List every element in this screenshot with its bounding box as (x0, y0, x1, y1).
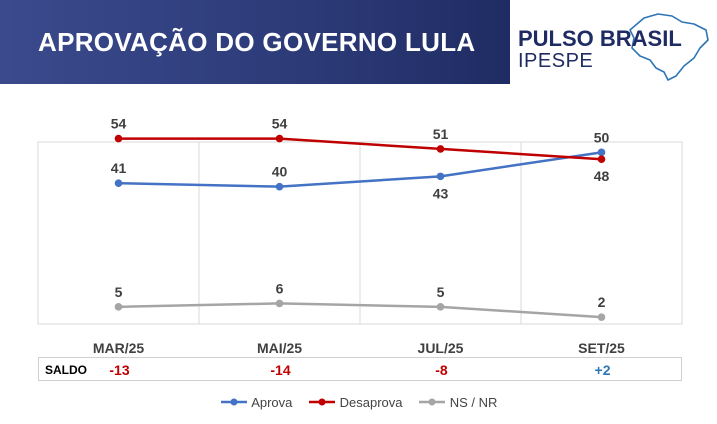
saldo-value: -8 (435, 362, 448, 378)
data-label: 6 (276, 280, 284, 296)
legend-item-desaprova: Desaprova (308, 394, 403, 410)
data-label: 2 (598, 294, 606, 310)
brazil-map-icon (629, 13, 709, 81)
data-point (275, 182, 284, 191)
series-line-desaprova (118, 137, 602, 161)
data-point (436, 145, 445, 153)
saldo-row: SALDO -13 -14 -8 +2 (38, 357, 682, 381)
title-banner: APROVAÇÃO DO GOVERNO LULA (0, 0, 510, 84)
data-point (597, 148, 606, 157)
saldo-value: +2 (594, 362, 611, 378)
data-point (114, 303, 123, 311)
pulso-brasil-logo: PULSO BRASIL IPESPE (514, 10, 714, 84)
saldo-value: -14 (270, 362, 291, 378)
series-line-nsnr (118, 302, 602, 319)
data-point (597, 155, 606, 163)
data-label: 51 (433, 126, 449, 142)
legend-swatch-desaprova (309, 398, 336, 406)
data-label: 40 (272, 164, 288, 180)
data-label: 50 (594, 129, 610, 145)
legend-label: NS / NR (449, 394, 498, 410)
chart-legend: Aprova Desaprova NS / NR (0, 393, 717, 410)
legend-label: Desaprova (339, 394, 403, 410)
series-line-aprova (118, 151, 602, 188)
x-tick-label: JUL/25 (418, 340, 464, 356)
data-point (114, 134, 123, 143)
x-tick-label: SET/25 (578, 340, 625, 356)
legend-item-nsnr: NS / NR (418, 394, 497, 410)
saldo-label: SALDO (45, 363, 87, 377)
x-tick-label: MAI/25 (257, 340, 302, 356)
logo-subtitle: IPESPE (518, 50, 594, 72)
data-point (114, 179, 123, 188)
legend-swatch-aprova (220, 398, 247, 406)
data-point (597, 313, 606, 321)
data-point (436, 172, 445, 181)
legend-label: Aprova (251, 394, 293, 410)
data-label: 5 (437, 284, 445, 300)
saldo-value: -13 (109, 362, 130, 378)
data-label: 5 (115, 284, 123, 300)
data-label: 41 (111, 160, 127, 176)
data-label: 43 (433, 185, 449, 201)
data-label: 54 (111, 116, 127, 132)
data-point (275, 134, 284, 143)
data-label: 48 (594, 168, 610, 184)
logo-name: PULSO BRASIL (518, 26, 682, 51)
x-tick-label: MAR/25 (93, 340, 145, 356)
legend-item-aprova: Aprova (220, 394, 293, 410)
legend-swatch-nsnr (419, 398, 446, 406)
data-label: 54 (272, 116, 288, 132)
data-point (436, 303, 445, 311)
page-title: APROVAÇÃO DO GOVERNO LULA (38, 27, 476, 57)
data-point (275, 299, 284, 308)
